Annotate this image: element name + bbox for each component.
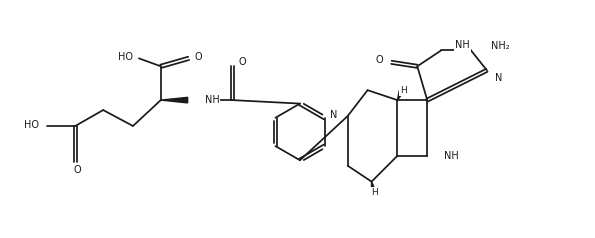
Text: NH: NH: [205, 95, 220, 105]
Polygon shape: [161, 97, 187, 103]
Text: H: H: [400, 86, 407, 95]
Text: NH: NH: [444, 151, 459, 161]
Polygon shape: [397, 90, 403, 100]
Text: O: O: [195, 52, 202, 62]
Text: NH: NH: [455, 40, 470, 50]
Text: O: O: [73, 165, 81, 175]
Text: O: O: [376, 55, 384, 65]
Text: HO: HO: [24, 120, 39, 130]
Polygon shape: [371, 182, 375, 192]
Text: H: H: [371, 188, 378, 197]
Text: O: O: [239, 57, 246, 67]
Text: NH₂: NH₂: [491, 41, 509, 51]
Text: HO: HO: [117, 52, 133, 62]
Text: N: N: [330, 110, 338, 120]
Text: N: N: [495, 73, 502, 83]
